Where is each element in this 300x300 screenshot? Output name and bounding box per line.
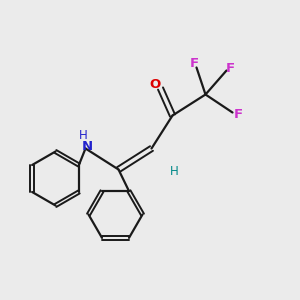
Text: F: F (190, 57, 199, 70)
Text: N: N (81, 140, 93, 153)
Text: H: H (79, 129, 88, 142)
Text: H: H (169, 165, 178, 178)
Text: F: F (233, 108, 242, 122)
Text: O: O (149, 78, 161, 92)
Text: F: F (226, 61, 235, 75)
